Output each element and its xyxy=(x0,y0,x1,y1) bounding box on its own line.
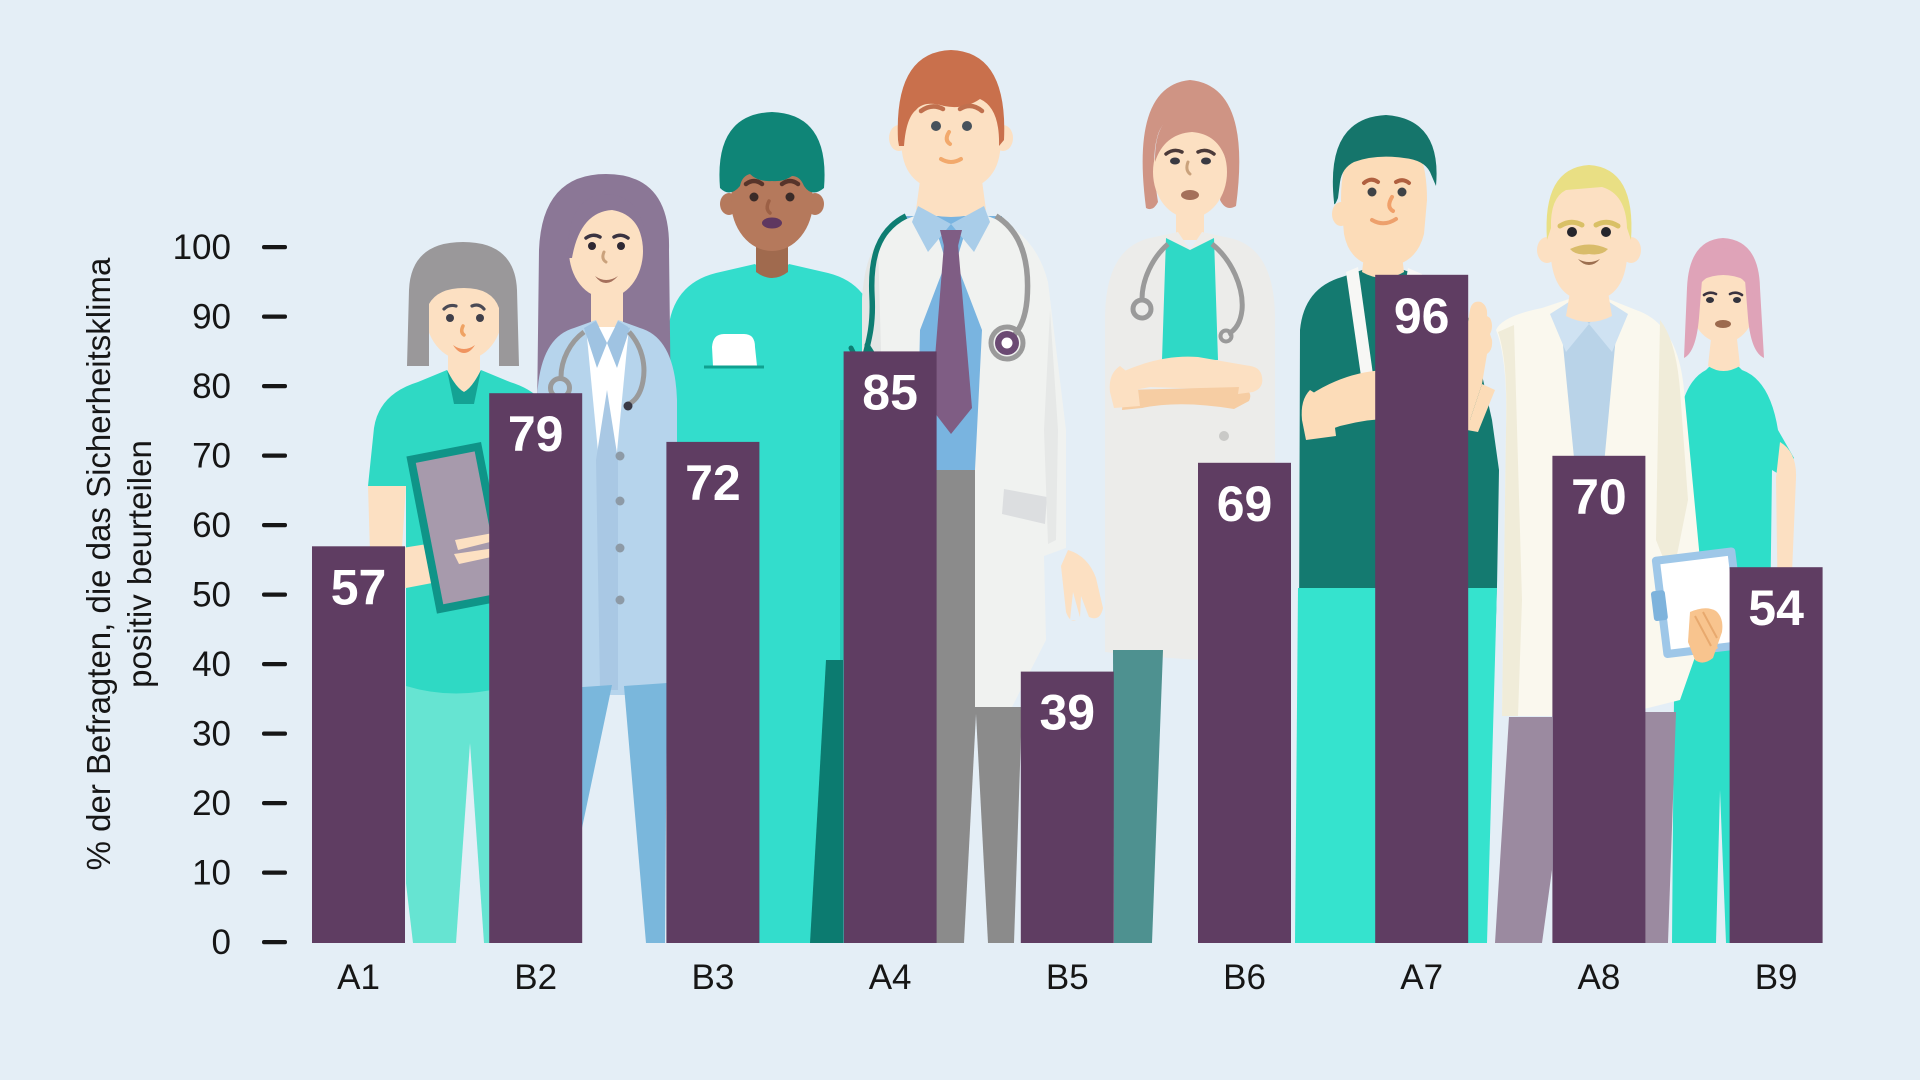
svg-text:B2: B2 xyxy=(514,958,557,997)
svg-text:85: 85 xyxy=(862,364,918,420)
svg-text:60: 60 xyxy=(192,506,231,545)
svg-text:40: 40 xyxy=(192,645,231,684)
svg-text:A8: A8 xyxy=(1577,958,1620,997)
svg-text:54: 54 xyxy=(1748,580,1804,636)
svg-text:57: 57 xyxy=(331,559,387,615)
svg-text:39: 39 xyxy=(1039,685,1095,741)
svg-text:70: 70 xyxy=(192,437,231,476)
svg-text:79: 79 xyxy=(508,406,564,462)
svg-text:30: 30 xyxy=(192,715,231,754)
svg-text:50: 50 xyxy=(192,576,231,615)
svg-text:B9: B9 xyxy=(1755,958,1798,997)
svg-text:% der Befragten, die das Siche: % der Befragten, die das Sicherheitsklim… xyxy=(80,257,117,870)
svg-text:90: 90 xyxy=(192,298,231,337)
svg-text:70: 70 xyxy=(1571,469,1627,525)
svg-text:A1: A1 xyxy=(337,958,380,997)
svg-text:positiv beurteilen: positiv beurteilen xyxy=(121,440,158,688)
svg-text:B3: B3 xyxy=(691,958,734,997)
svg-text:B5: B5 xyxy=(1046,958,1089,997)
svg-text:A7: A7 xyxy=(1400,958,1443,997)
svg-text:0: 0 xyxy=(212,923,231,962)
svg-text:72: 72 xyxy=(685,455,741,511)
svg-text:B6: B6 xyxy=(1223,958,1266,997)
svg-text:20: 20 xyxy=(192,784,231,823)
svg-text:69: 69 xyxy=(1217,476,1273,532)
svg-text:96: 96 xyxy=(1394,288,1450,344)
svg-text:10: 10 xyxy=(192,854,231,893)
svg-text:80: 80 xyxy=(192,367,231,406)
svg-text:100: 100 xyxy=(173,228,231,267)
svg-text:A4: A4 xyxy=(869,958,912,997)
